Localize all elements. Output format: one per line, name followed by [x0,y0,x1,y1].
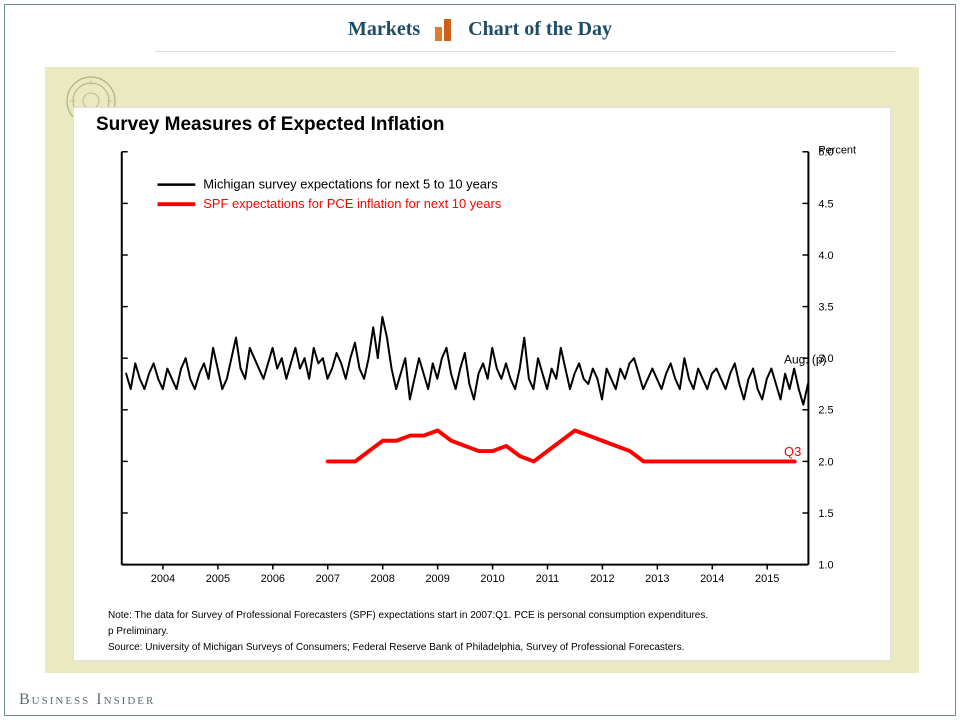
svg-text:2004: 2004 [151,573,175,585]
note-line-1: Note: The data for Survey of Professiona… [108,608,870,624]
svg-text:Aug. (p): Aug. (p) [784,352,826,366]
svg-text:2005: 2005 [206,573,230,585]
chart-box: Survey Measures of Expected Inflation 1.… [73,107,891,661]
svg-text:1.0: 1.0 [818,560,833,572]
svg-text:2.0: 2.0 [818,456,833,468]
svg-text:2011: 2011 [536,573,560,585]
svg-text:2008: 2008 [371,573,395,585]
svg-text:3.5: 3.5 [818,302,833,314]
svg-text:2012: 2012 [590,573,614,585]
svg-text:1.5: 1.5 [818,508,833,520]
header-markets-label: Markets [348,18,420,41]
svg-text:Q3: Q3 [784,444,801,459]
chart-notes: Note: The data for Survey of Professiona… [108,608,870,656]
note-line-2: p Preliminary. [108,624,870,640]
svg-text:SPF expectations for PCE infla: SPF expectations for PCE inflation for n… [203,196,501,211]
svg-text:2014: 2014 [700,573,724,585]
header: Markets Chart of the Day [5,5,955,53]
footer-brand: Business Insider [19,691,155,709]
svg-text:2015: 2015 [755,573,779,585]
svg-text:Percent: Percent [818,145,856,157]
chart-bar-icon [430,15,458,43]
svg-text:2010: 2010 [480,573,504,585]
note-line-3: Source: University of Michigan Surveys o… [108,640,870,656]
svg-text:2006: 2006 [261,573,285,585]
header-cod-label: Chart of the Day [468,18,612,41]
chart-title: Survey Measures of Expected Inflation [96,114,444,136]
svg-text:2007: 2007 [316,573,340,585]
outer-frame: Markets Chart of the Day Survey Measures [4,4,956,716]
svg-text:Michigan survey expectations f: Michigan survey expectations for next 5 … [203,177,497,192]
header-divider [155,51,895,55]
svg-text:2013: 2013 [645,573,669,585]
svg-text:2009: 2009 [425,573,449,585]
svg-text:4.0: 4.0 [818,250,833,262]
chart-plot: 1.01.52.02.53.03.54.04.55.0Percent200420… [74,142,890,592]
svg-text:2.5: 2.5 [818,405,833,417]
svg-text:4.5: 4.5 [818,198,833,210]
chart-panel: Survey Measures of Expected Inflation 1.… [45,67,919,673]
